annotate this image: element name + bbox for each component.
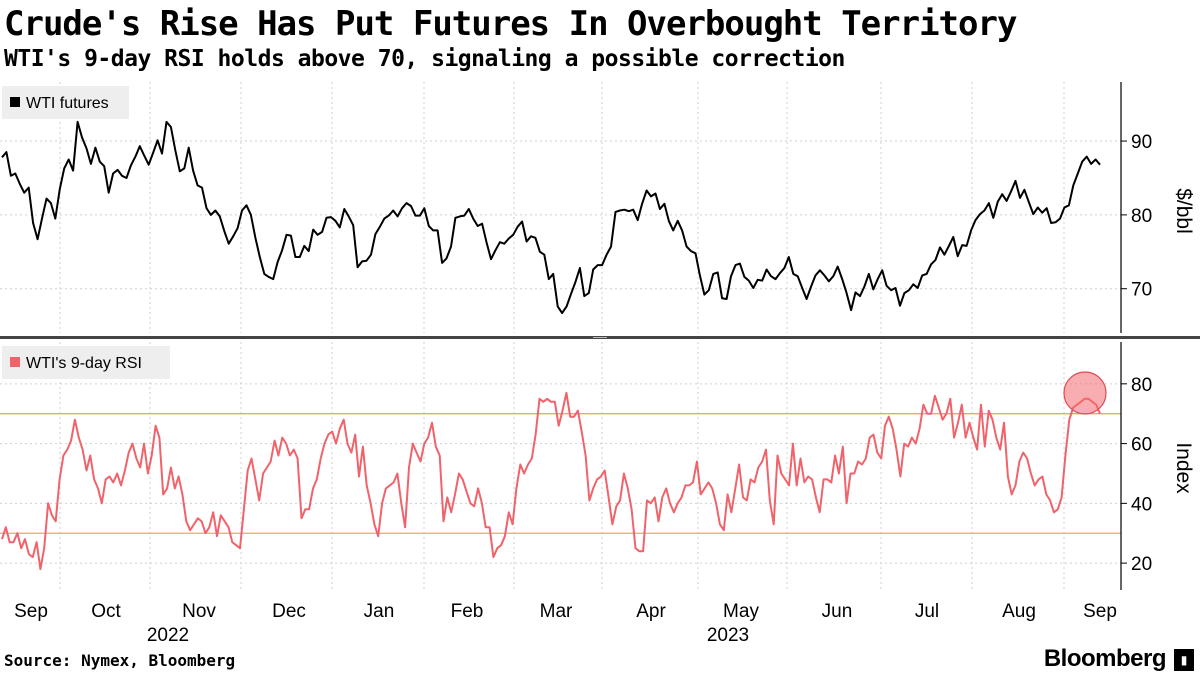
x-month-label: Mar bbox=[540, 601, 573, 622]
top-ytick-label: 70 bbox=[1131, 280, 1152, 301]
x-month-label: Jan bbox=[364, 601, 395, 622]
x-month-label: Feb bbox=[451, 601, 484, 622]
brand-logo: Bloomberg bbox=[1043, 645, 1167, 672]
source-note: Source: Nymex, Bloomberg bbox=[4, 651, 236, 670]
legend-wti: WTI futures bbox=[2, 86, 129, 119]
bottom-ytick-label: 60 bbox=[1131, 435, 1152, 456]
terminal-icon: ▮ bbox=[1174, 649, 1194, 671]
x-month-label: Dec bbox=[272, 601, 306, 622]
x-month-label: Sep bbox=[14, 601, 48, 622]
legend-wti-swatch bbox=[10, 97, 20, 107]
rsi-reference-lines bbox=[0, 413, 1121, 534]
top-ytick-label: 90 bbox=[1131, 132, 1152, 153]
x-month-label: Jun bbox=[822, 601, 853, 622]
rsi-overbought-highlight bbox=[1063, 371, 1107, 415]
rsi-line bbox=[1, 391, 1101, 571]
top-ytick-label: 80 bbox=[1131, 206, 1152, 227]
chart-title: Crude's Rise Has Put Futures In Overboug… bbox=[4, 4, 1017, 44]
bottom-ytick-label: 80 bbox=[1131, 375, 1152, 396]
x-month-label: Jul bbox=[915, 601, 939, 622]
x-month-label: Apr bbox=[636, 601, 666, 622]
bottom-ytick-label: 20 bbox=[1131, 554, 1152, 575]
top-panel-ticks: 70 80 90 bbox=[1121, 132, 1152, 301]
x-month-label: Aug bbox=[1002, 601, 1036, 622]
x-month-label: May bbox=[723, 601, 759, 622]
legend-wti-label: WTI futures bbox=[26, 95, 109, 112]
x-axis-labels: Sep Oct Nov Dec Jan Feb Mar Apr May Jun Jul Aug Sep 2… bbox=[14, 601, 1117, 646]
bottom-ytick-label: 40 bbox=[1131, 494, 1152, 515]
bottom-panel-grid bbox=[0, 342, 1121, 590]
x-month-label: Nov bbox=[182, 601, 216, 622]
x-year-label: 2023 bbox=[707, 625, 749, 646]
bottom-panel-ticks: 20 40 60 80 bbox=[1121, 375, 1152, 575]
x-month-label: Sep bbox=[1083, 601, 1117, 622]
bottom-y-axis-label: Index bbox=[1172, 442, 1195, 494]
legend-rsi: WTI's 9-day RSI bbox=[2, 346, 170, 379]
x-month-label: Oct bbox=[91, 601, 121, 622]
legend-rsi-label: WTI's 9-day RSI bbox=[26, 355, 142, 372]
legend-rsi-swatch bbox=[10, 357, 20, 367]
x-year-label: 2022 bbox=[147, 625, 189, 646]
wti-price-line bbox=[1, 120, 1101, 315]
chart-subtitle: WTI's 9-day RSI holds above 70, signalin… bbox=[4, 46, 845, 72]
top-panel-grid bbox=[0, 82, 1121, 333]
top-y-axis-label: $/bbl bbox=[1172, 188, 1195, 234]
